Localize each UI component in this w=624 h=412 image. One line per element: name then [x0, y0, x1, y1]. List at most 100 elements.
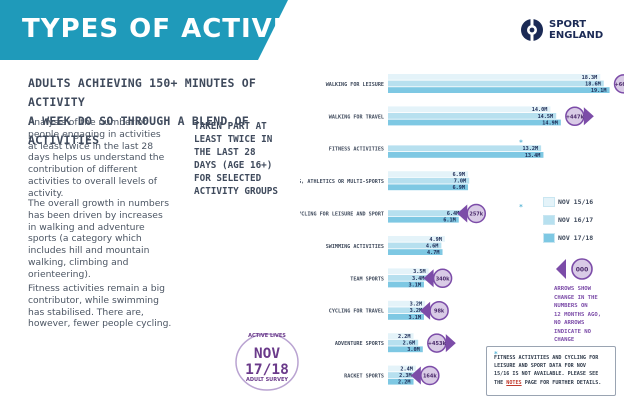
taken-line-1: TAKEN PART AT	[194, 121, 267, 132]
change-arrow-walking-for-travel	[565, 106, 585, 127]
value-label-walking-for-leisure-2: 19.1M	[591, 88, 607, 94]
bar-adventure-sports-0	[388, 333, 414, 339]
logo-text: SPORT ENGLAND	[549, 19, 603, 41]
badge-bottom-text: ADULT SURVEY	[245, 377, 288, 383]
value-label-running-athletics-or-multi-sports-0: 6.9M	[453, 172, 466, 178]
change-arrowhead-cycling-for-travel	[420, 301, 431, 320]
arrow-note-line-7: CHANGE	[554, 337, 575, 343]
logo-line-england: ENGLAND	[549, 30, 604, 41]
legend-swatch-1617	[543, 215, 555, 225]
bar-running-athletics-or-multi-sports-0	[388, 171, 469, 177]
value-label-walking-for-travel-1: 14.5M	[538, 114, 554, 120]
badge-top-text: ACTIVE LIVES	[248, 333, 286, 339]
heading-line-1: ADULTS ACHIEVING 150+ MINUTES OF ACTIVIT…	[28, 76, 256, 109]
change-arrowhead-walking-for-travel	[583, 107, 594, 126]
badge-ring	[235, 333, 299, 391]
bar-cycling-for-leisure-and-sport-1	[388, 210, 463, 216]
legend-label-1617: NOV 16/17	[558, 216, 594, 224]
category-label-swimming-activities: SWIMMING ACTIVITIES	[326, 244, 384, 250]
footnote-text: FITNESS ACTIVITIES AND CYCLING FOR LEISU…	[494, 354, 612, 387]
bar-cycling-for-travel-2	[388, 314, 424, 320]
bar-walking-for-travel-2	[388, 119, 561, 126]
legend-swatch-1718	[543, 233, 555, 243]
body-paragraph-analysis: Analysis of the number of people engagin…	[28, 117, 165, 199]
change-label-walking-for-leisure: +664k	[615, 82, 624, 88]
arrow-key-label: 000	[576, 267, 589, 274]
footnote-line-4-pre: THE	[494, 379, 507, 386]
banner: TYPES OF ACTIVITY SPORT ENGLAND	[0, 0, 624, 60]
value-label-fitness-activities-1: 13.2M	[522, 146, 538, 152]
change-arrowhead-racket-sports	[410, 366, 421, 385]
footnote-line-3: 15/16 IS NOT AVAILABLE. PLEASE SEE	[494, 371, 599, 378]
change-arrow-cycling-for-leisure-and-sport	[466, 203, 486, 224]
change-label-adventure-sports: +453k	[428, 341, 447, 347]
change-arrowhead-team-sports	[423, 269, 434, 288]
value-label-racket-sports-1: 2.3M	[399, 373, 412, 379]
bar-fitness-activities-1	[388, 145, 542, 152]
taken-part-caption: TAKEN PART AT LEAST TWICE IN THE LAST 28…	[194, 120, 294, 198]
value-label-running-athletics-or-multi-sports-1: 7.0M	[454, 179, 467, 185]
category-label-fitness-activities: FITNESS ACTIVITIES	[329, 147, 384, 153]
change-arrowhead-adventure-sports	[445, 334, 456, 353]
arrow-note-line-1: ARROWS SHOW	[554, 286, 592, 292]
value-label-adventure-sports-2: 3.0M	[407, 347, 420, 353]
bar-running-athletics-or-multi-sports-2	[388, 184, 469, 191]
bar-team-sports-1	[388, 275, 428, 281]
change-arrow-cycling-for-travel	[429, 300, 449, 321]
bar-walking-for-travel-0	[388, 106, 551, 113]
category-label-walking-for-travel: WALKING FOR TRAVEL	[329, 114, 384, 120]
taken-line-5: FOR SELECTED	[194, 173, 262, 184]
star-marker-fitness-activities: *	[519, 138, 523, 146]
value-label-adventure-sports-0: 2.2M	[398, 334, 411, 340]
bar-fitness-activities-2	[388, 152, 544, 158]
bar-team-sports-0	[388, 268, 429, 275]
value-label-team-sports-2: 3.1M	[408, 282, 421, 288]
category-label-team-sports: TEAM SPORTS	[350, 276, 384, 282]
bar-adventure-sports-1	[388, 339, 419, 346]
bar-cycling-for-travel-0	[388, 300, 426, 307]
arrow-note-line-4: 12 MONTHS AGO,	[554, 311, 602, 318]
value-label-walking-for-travel-2: 14.9M	[542, 120, 558, 126]
body-paragraph-fitness: Fitness activities remain a big contribu…	[28, 283, 172, 330]
bar-running-athletics-or-multi-sports-1	[388, 177, 470, 184]
category-label-adventure-sports: ADVENTURE SPORTS	[335, 341, 384, 347]
change-label-cycling-for-travel: 98k	[434, 309, 445, 315]
value-label-cycling-for-travel-2: 3.1M	[408, 315, 421, 321]
value-label-fitness-activities-2: 13.4M	[525, 153, 541, 159]
change-arrow-team-sports	[432, 268, 453, 289]
arrow-note-line-5: NO ARROWS	[554, 320, 585, 326]
footnote-box: * FITNESS ACTIVITIES AND CYCLING FOR LEI…	[486, 346, 616, 396]
footnote-line-1: FITNESS ACTIVITIES AND CYCLING FOR	[494, 355, 599, 361]
taken-line-2: LEAST TWICE IN	[194, 134, 273, 145]
bar-adventure-sports-2	[388, 346, 423, 353]
change-label-team-sports: 340k	[436, 276, 450, 282]
logo-line-sport: SPORT	[549, 19, 587, 30]
bar-cycling-for-leisure-and-sport-2	[388, 216, 459, 223]
value-label-running-athletics-or-multi-sports-2: 6.9M	[453, 185, 466, 191]
bar-swimming-activities-0	[388, 236, 445, 242]
value-label-walking-for-travel-0: 14.0M	[532, 107, 548, 113]
value-label-racket-sports-2: 2.2M	[398, 380, 411, 386]
value-label-cycling-for-travel-0: 3.2M	[410, 302, 423, 308]
category-label-walking-for-leisure: WALKING FOR LEISURE	[326, 82, 384, 88]
notes-link[interactable]: NOTES	[506, 379, 522, 386]
bar-walking-for-travel-1	[388, 113, 557, 119]
legend-swatch-1516	[543, 197, 555, 207]
footnote-line-4: THE NOTES PAGE FOR FURTHER DETAILS.	[494, 379, 612, 387]
arrow-explanation: ARROWS SHOW CHANGE IN THE NUMBERS ON 12 …	[554, 285, 618, 345]
banner-band	[0, 0, 288, 60]
footnote-line-4-post: PAGE FOR FURTHER DETAILS.	[521, 379, 602, 386]
value-label-walking-for-leisure-1: 18.6M	[585, 81, 601, 87]
change-label-racket-sports: 164k	[423, 374, 437, 380]
taken-line-4: DAYS (AGE 16+)	[194, 160, 273, 171]
arrow-key-icon: 000	[556, 258, 593, 280]
category-label-running-athletics-or-multi-sports: RUNNING, ATHLETICS OR MULTI-SPORTS	[300, 179, 384, 185]
change-arrow-racket-sports	[420, 365, 440, 386]
value-label-cycling-for-leisure-and-sport-1: 6.4M	[447, 211, 460, 217]
category-label-cycling-for-travel: CYCLING FOR TRAVEL	[329, 309, 384, 315]
section-heading: ADULTS ACHIEVING 150+ MINUTES OF ACTIVIT…	[28, 74, 318, 150]
arrow-note-line-2: CHANGE IN THE	[554, 294, 598, 301]
bar-swimming-activities-1	[388, 242, 442, 249]
change-arrow-adventure-sports	[427, 333, 447, 353]
